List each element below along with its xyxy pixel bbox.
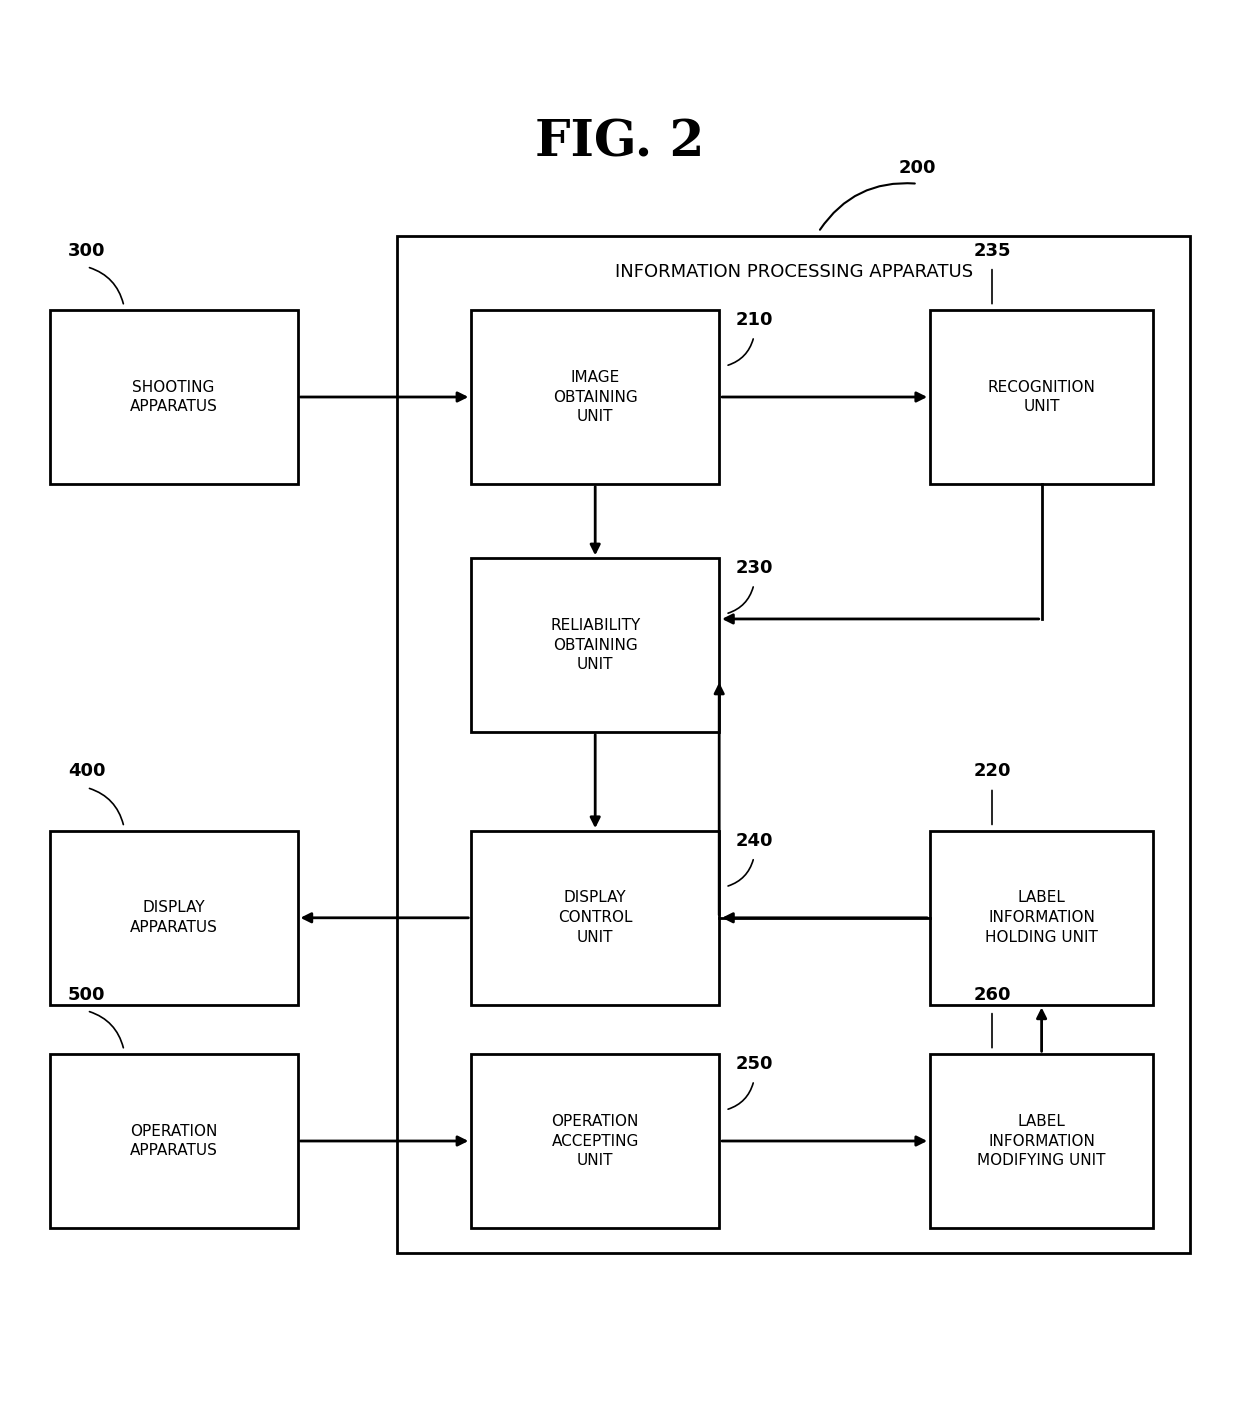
Text: 200: 200 [899,158,936,177]
FancyBboxPatch shape [50,310,298,484]
Text: LABEL
INFORMATION
HOLDING UNIT: LABEL INFORMATION HOLDING UNIT [985,891,1099,945]
Text: SHOOTING
APPARATUS: SHOOTING APPARATUS [130,379,217,414]
Text: OPERATION
APPARATUS: OPERATION APPARATUS [130,1124,217,1158]
FancyBboxPatch shape [397,236,1190,1253]
Text: 240: 240 [735,831,773,850]
Text: DISPLAY
APPARATUS: DISPLAY APPARATUS [130,901,217,935]
FancyBboxPatch shape [471,1055,719,1227]
Text: OPERATION
ACCEPTING
UNIT: OPERATION ACCEPTING UNIT [552,1114,639,1168]
Text: INFORMATION PROCESSING APPARATUS: INFORMATION PROCESSING APPARATUS [615,263,972,281]
Text: DISPLAY
CONTROL
UNIT: DISPLAY CONTROL UNIT [558,891,632,945]
Text: RELIABILITY
OBTAINING
UNIT: RELIABILITY OBTAINING UNIT [551,618,640,672]
FancyBboxPatch shape [930,831,1153,1004]
Text: LABEL
INFORMATION
MODIFYING UNIT: LABEL INFORMATION MODIFYING UNIT [977,1114,1106,1168]
Text: IMAGE
OBTAINING
UNIT: IMAGE OBTAINING UNIT [553,369,637,424]
FancyBboxPatch shape [471,559,719,732]
Text: 230: 230 [735,559,773,577]
Text: FIG. 2: FIG. 2 [536,119,704,167]
FancyBboxPatch shape [50,831,298,1004]
FancyBboxPatch shape [471,310,719,484]
Text: RECOGNITION
UNIT: RECOGNITION UNIT [988,379,1095,414]
Text: 260: 260 [973,986,1011,1004]
Text: 500: 500 [68,986,105,1004]
Text: 250: 250 [735,1055,773,1073]
Text: 220: 220 [973,762,1011,781]
Text: 300: 300 [68,242,105,260]
FancyBboxPatch shape [930,310,1153,484]
Text: 400: 400 [68,762,105,781]
FancyBboxPatch shape [471,831,719,1004]
FancyBboxPatch shape [930,1055,1153,1227]
Text: 235: 235 [973,242,1011,260]
FancyBboxPatch shape [50,1055,298,1227]
Text: 210: 210 [735,311,773,329]
